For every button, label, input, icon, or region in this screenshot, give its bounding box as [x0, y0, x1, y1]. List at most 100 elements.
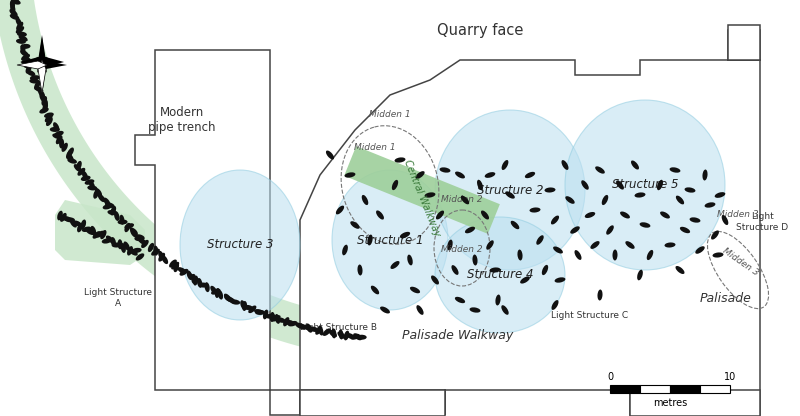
- Ellipse shape: [59, 139, 64, 149]
- Ellipse shape: [675, 266, 685, 274]
- Ellipse shape: [118, 220, 127, 225]
- Ellipse shape: [331, 328, 336, 338]
- Ellipse shape: [435, 217, 565, 333]
- Ellipse shape: [189, 274, 197, 282]
- Ellipse shape: [34, 81, 40, 90]
- Ellipse shape: [338, 329, 343, 339]
- Ellipse shape: [105, 202, 114, 208]
- Ellipse shape: [93, 231, 101, 239]
- Ellipse shape: [551, 300, 558, 310]
- Ellipse shape: [665, 243, 675, 248]
- Ellipse shape: [30, 75, 40, 80]
- Ellipse shape: [362, 195, 368, 205]
- Ellipse shape: [447, 240, 453, 250]
- Ellipse shape: [215, 288, 220, 298]
- Ellipse shape: [11, 0, 18, 2]
- Ellipse shape: [197, 278, 202, 288]
- Ellipse shape: [224, 295, 234, 302]
- Ellipse shape: [637, 270, 643, 280]
- Text: Light Structure C: Light Structure C: [551, 310, 629, 319]
- Ellipse shape: [551, 215, 559, 225]
- Text: Midden 2: Midden 2: [441, 195, 483, 204]
- Ellipse shape: [417, 305, 423, 315]
- Ellipse shape: [26, 64, 32, 74]
- Ellipse shape: [50, 127, 60, 132]
- Ellipse shape: [306, 324, 312, 333]
- Text: Structure 3: Structure 3: [206, 238, 274, 252]
- Ellipse shape: [680, 227, 690, 233]
- Ellipse shape: [95, 188, 102, 196]
- Text: Palisade Walkway: Palisade Walkway: [402, 329, 514, 342]
- Ellipse shape: [640, 222, 650, 228]
- Ellipse shape: [74, 164, 82, 172]
- Ellipse shape: [380, 307, 390, 314]
- Ellipse shape: [227, 297, 236, 304]
- Ellipse shape: [613, 250, 618, 260]
- Ellipse shape: [34, 86, 43, 92]
- Ellipse shape: [431, 275, 439, 285]
- Ellipse shape: [242, 305, 253, 310]
- Ellipse shape: [309, 327, 318, 332]
- Ellipse shape: [590, 241, 599, 249]
- Ellipse shape: [151, 249, 160, 256]
- Ellipse shape: [129, 249, 138, 256]
- Ellipse shape: [714, 192, 726, 198]
- Ellipse shape: [10, 4, 15, 14]
- Polygon shape: [728, 25, 760, 60]
- Ellipse shape: [470, 307, 481, 313]
- Bar: [700, 385, 730, 393]
- Ellipse shape: [138, 238, 147, 245]
- Text: Palisade: Palisade: [700, 292, 752, 305]
- Ellipse shape: [425, 192, 435, 198]
- Ellipse shape: [266, 314, 275, 319]
- Ellipse shape: [342, 245, 348, 255]
- Text: Midden 1: Midden 1: [354, 144, 396, 153]
- Text: Light Structure B: Light Structure B: [299, 324, 377, 332]
- Ellipse shape: [179, 269, 188, 276]
- Ellipse shape: [132, 248, 142, 253]
- Ellipse shape: [148, 243, 154, 252]
- Text: Structure 1: Structure 1: [357, 233, 423, 247]
- Ellipse shape: [10, 0, 15, 10]
- Ellipse shape: [350, 221, 360, 229]
- Ellipse shape: [502, 160, 508, 170]
- Ellipse shape: [451, 265, 458, 275]
- Ellipse shape: [78, 168, 86, 176]
- Ellipse shape: [16, 26, 24, 34]
- Ellipse shape: [553, 246, 563, 253]
- Ellipse shape: [344, 331, 350, 340]
- Ellipse shape: [90, 226, 96, 235]
- Ellipse shape: [702, 170, 707, 181]
- Ellipse shape: [695, 246, 705, 254]
- Ellipse shape: [298, 324, 307, 329]
- Text: Midden 3: Midden 3: [720, 246, 760, 277]
- Ellipse shape: [392, 180, 398, 190]
- Ellipse shape: [705, 202, 715, 208]
- Text: Quarry face: Quarry face: [437, 22, 523, 37]
- Ellipse shape: [670, 167, 681, 173]
- Ellipse shape: [20, 50, 29, 57]
- Ellipse shape: [394, 157, 406, 163]
- Ellipse shape: [276, 317, 286, 323]
- Ellipse shape: [473, 255, 478, 265]
- Ellipse shape: [367, 235, 373, 245]
- Ellipse shape: [21, 44, 30, 49]
- Ellipse shape: [263, 310, 268, 319]
- Text: Structure 5: Structure 5: [612, 178, 678, 191]
- Ellipse shape: [77, 223, 83, 232]
- Ellipse shape: [205, 282, 210, 292]
- Ellipse shape: [18, 35, 28, 42]
- Ellipse shape: [102, 204, 113, 209]
- Ellipse shape: [180, 170, 300, 320]
- Ellipse shape: [461, 196, 470, 204]
- Ellipse shape: [631, 161, 639, 170]
- Ellipse shape: [82, 171, 88, 180]
- Polygon shape: [38, 35, 46, 70]
- Ellipse shape: [336, 206, 344, 214]
- Ellipse shape: [22, 58, 30, 64]
- Bar: [610, 385, 640, 393]
- Ellipse shape: [39, 92, 45, 102]
- Text: Structure 4: Structure 4: [466, 268, 534, 282]
- Ellipse shape: [16, 39, 26, 44]
- Ellipse shape: [186, 270, 193, 280]
